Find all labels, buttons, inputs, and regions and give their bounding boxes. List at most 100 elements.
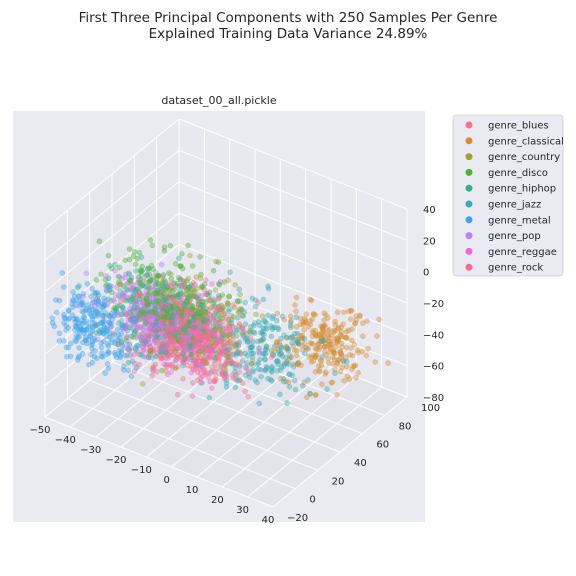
data-point (107, 334, 112, 339)
data-point (97, 239, 102, 244)
data-point (203, 278, 208, 283)
data-point (185, 295, 190, 300)
data-point (123, 353, 128, 358)
x-tick-label: −40 (55, 435, 76, 446)
data-point (195, 336, 200, 341)
data-point (64, 345, 69, 350)
data-point (268, 324, 273, 329)
data-point (313, 392, 318, 397)
data-point (162, 248, 167, 253)
data-point (89, 352, 94, 357)
data-point (150, 367, 155, 372)
data-point (287, 371, 292, 376)
data-point (266, 376, 271, 381)
y-tick-label: 40 (354, 458, 367, 469)
data-point (89, 294, 94, 299)
data-point (284, 335, 289, 340)
data-point (296, 340, 301, 345)
z-tick-label: −40 (423, 330, 444, 341)
data-point (322, 349, 327, 354)
data-point (92, 314, 97, 319)
data-point (360, 334, 365, 339)
data-point (294, 324, 299, 329)
data-point (189, 364, 194, 369)
data-point (333, 328, 338, 333)
data-point (132, 249, 137, 254)
data-point (207, 395, 212, 400)
data-point (173, 366, 178, 371)
data-point (119, 331, 124, 336)
data-point (190, 335, 195, 340)
data-point (160, 341, 165, 346)
data-point (173, 300, 178, 305)
data-point (152, 291, 157, 296)
data-point (84, 271, 89, 276)
data-point (251, 323, 256, 328)
data-point (99, 330, 104, 335)
data-point (251, 339, 256, 344)
data-point (352, 342, 357, 347)
data-point (224, 328, 229, 333)
data-point (156, 273, 161, 278)
data-point (129, 275, 134, 280)
data-point (206, 371, 211, 376)
data-point (133, 329, 138, 334)
data-point (386, 361, 391, 366)
data-point (335, 392, 340, 397)
data-point (54, 310, 59, 315)
data-point (185, 278, 190, 283)
data-point (127, 348, 132, 353)
data-point (285, 401, 290, 406)
data-point (140, 354, 145, 359)
data-point (216, 260, 221, 265)
data-point (247, 375, 252, 380)
data-point (294, 295, 299, 300)
data-point (175, 392, 180, 397)
data-point (163, 350, 168, 355)
data-point (310, 328, 315, 333)
data-point (251, 367, 256, 372)
data-point (164, 288, 169, 293)
legend-label: genre_blues (488, 121, 549, 132)
data-point (233, 376, 238, 381)
data-point (165, 311, 170, 316)
data-point (160, 314, 165, 319)
data-point (171, 314, 176, 319)
data-point (294, 315, 299, 320)
data-point (281, 376, 286, 381)
data-point (302, 336, 307, 341)
data-point (136, 333, 141, 338)
data-point (190, 329, 195, 334)
data-point (269, 368, 274, 373)
data-point (146, 327, 151, 332)
data-point (257, 349, 262, 354)
data-point (348, 317, 353, 322)
data-point (129, 297, 134, 302)
data-point (73, 324, 78, 329)
z-tick-label: −80 (423, 393, 444, 404)
data-point (127, 247, 132, 252)
data-point (144, 274, 149, 279)
data-point (266, 313, 271, 318)
legend-label: genre_country (488, 152, 560, 163)
data-point (147, 290, 152, 295)
data-point (307, 354, 312, 359)
data-point (233, 365, 238, 370)
data-point (82, 320, 87, 325)
data-point (209, 386, 214, 391)
data-point (108, 314, 113, 319)
data-point (158, 349, 163, 354)
data-point (173, 261, 178, 266)
legend-marker (466, 185, 473, 192)
data-point (170, 326, 175, 331)
data-point (169, 370, 174, 375)
data-point (302, 327, 307, 332)
data-point (357, 314, 362, 319)
data-point (253, 378, 258, 383)
data-point (180, 376, 185, 381)
data-point (279, 351, 284, 356)
data-point (266, 284, 271, 289)
data-point (188, 352, 193, 357)
data-point (115, 310, 120, 315)
data-point (86, 362, 91, 367)
